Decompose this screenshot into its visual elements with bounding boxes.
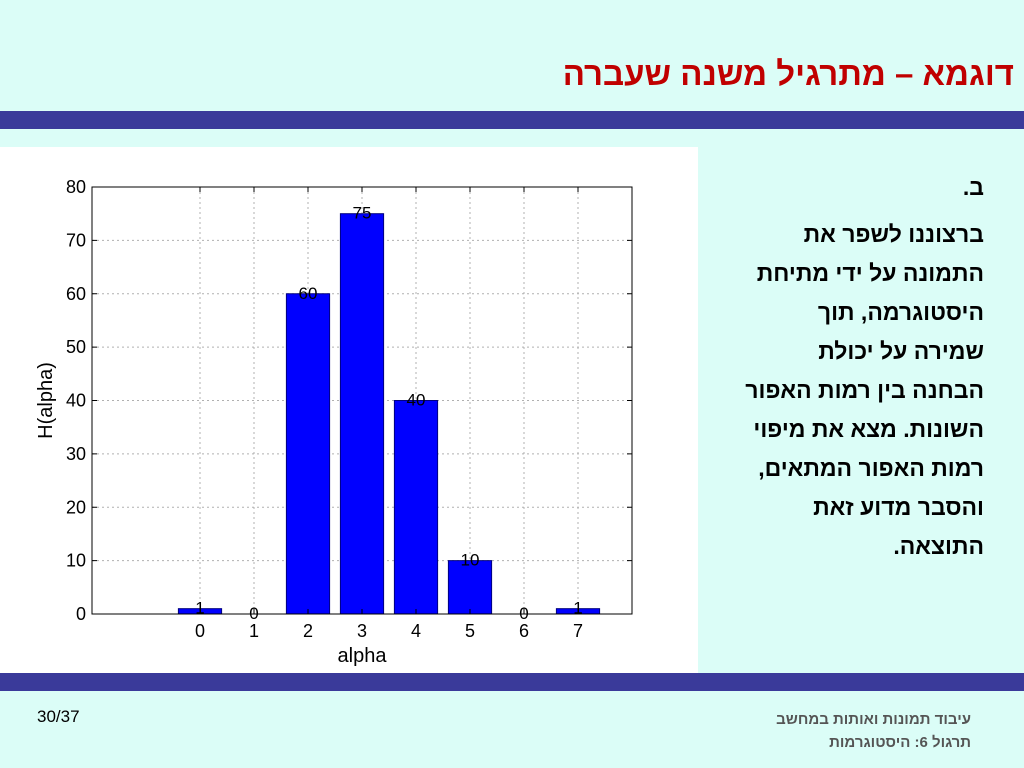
- x-tick-label: 3: [357, 621, 367, 641]
- chart-panel: 0 10 20 30 40 50 60 70 80 0 1 2 3 4 5 6 7 1 0 60 75 40 10 0 1 alp…: [0, 147, 698, 673]
- y-tick-label: 50: [66, 337, 86, 357]
- bar-value-label: 1: [573, 599, 582, 618]
- x-tick-label: 7: [573, 621, 583, 641]
- text-line: היסטוגרמה, תוך: [817, 299, 984, 325]
- footer-lesson-title: תרגול 6: היסטוגרמות: [829, 734, 971, 751]
- x-tick-label: 0: [195, 621, 205, 641]
- y-tick-label: 40: [66, 391, 86, 411]
- y-tick-label: 0: [76, 604, 86, 624]
- text-line: התמונה על ידי מתיחת: [756, 260, 984, 286]
- bar-value-label: 0: [249, 604, 258, 623]
- histogram-bar: [447, 560, 493, 615]
- y-tick-label: 80: [66, 177, 86, 197]
- y-tick-label: 30: [66, 444, 86, 464]
- histogram-bar: [339, 213, 385, 615]
- text-line: השונות. מצא את מיפוי: [753, 416, 984, 442]
- x-tick-label: 5: [465, 621, 475, 641]
- footer-course-title: עיבוד תמונות ואותות במחשב: [776, 711, 971, 728]
- y-tick-label: 60: [66, 284, 86, 304]
- bar-value-label: 40: [407, 391, 426, 410]
- page-number: 30/37: [37, 707, 80, 726]
- top-divider-band: [0, 111, 1024, 129]
- y-tick-label: 70: [66, 230, 86, 250]
- bar-value-label: 60: [299, 284, 318, 303]
- histogram-bar: [285, 293, 331, 615]
- histogram-bar: [393, 400, 439, 615]
- bar-value-label: 0: [519, 604, 528, 623]
- x-tick-label: 4: [411, 621, 421, 641]
- x-tick-label: 2: [303, 621, 313, 641]
- x-tick-label: 6: [519, 621, 529, 641]
- y-tick-label: 20: [66, 497, 86, 517]
- bar-value-label: 10: [461, 551, 480, 570]
- bottom-divider-band: [0, 673, 1024, 691]
- exercise-text: ב. ברצוננו לשפר את התמונה על ידי מתיחת ה…: [654, 168, 984, 566]
- text-line: הבחנה בין רמות האפור: [745, 377, 984, 403]
- x-axis-label: alpha: [338, 645, 388, 667]
- bar-value-label: 75: [353, 204, 372, 223]
- slide-title: דוגמא – מתרגיל משנה שעברה: [562, 55, 1014, 92]
- text-line: התוצאה.: [893, 533, 984, 559]
- y-tick-label: 10: [66, 551, 86, 571]
- bar-value-label: 1: [195, 599, 204, 618]
- text-line: ברצוננו לשפר את: [803, 221, 984, 247]
- section-letter: ב.: [962, 174, 984, 200]
- x-tick-label: 1: [249, 621, 259, 641]
- y-axis-label: H(alpha): [35, 362, 57, 439]
- text-line: והסבר מדוע זאת: [813, 494, 984, 520]
- course-footer: עיבוד תמונות ואותות במחשב תרגול 6: היסטו…: [776, 708, 971, 754]
- text-line: שמירה על יכולת: [818, 338, 984, 364]
- text-line: רמות האפור המתאים,: [758, 455, 984, 481]
